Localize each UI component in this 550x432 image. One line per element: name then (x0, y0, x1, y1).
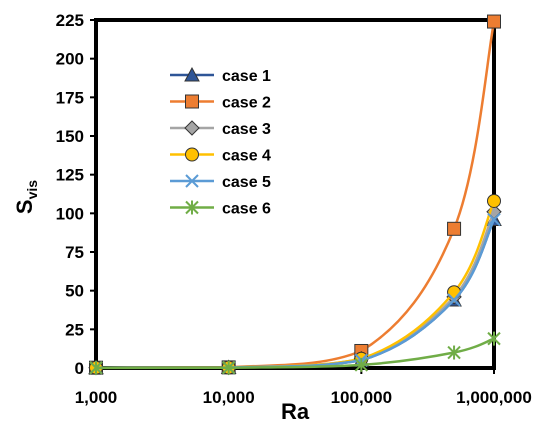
legend-marker (184, 66, 200, 82)
data-point (221, 360, 236, 375)
series-line (95, 218, 496, 369)
series-case-3 (88, 204, 502, 376)
legend-label: case 2 (222, 95, 271, 112)
series-case-1 (88, 211, 502, 375)
data-point (487, 14, 501, 29)
series-line (95, 337, 495, 370)
series-line (95, 218, 496, 369)
marker-stroke (185, 174, 199, 188)
y-tick-label: 175 (56, 88, 84, 107)
legend-marker (185, 94, 199, 109)
legend-label: case 6 (222, 201, 271, 218)
y-axis-title: Svis (12, 180, 40, 214)
marker-stroke (447, 293, 461, 307)
y-tick-label: 125 (56, 166, 84, 185)
series-line (95, 200, 496, 369)
legend-label: case 1 (222, 68, 271, 85)
series-case-5 (89, 212, 501, 375)
data-point (487, 193, 501, 208)
x-tick-label: 1,000,000 (456, 388, 532, 407)
data-point (354, 357, 369, 372)
legend: case 1 case 2 case 3 case 4 case 5 case 6 (170, 66, 271, 218)
marker-stroke (487, 212, 501, 227)
y-tick-label: 225 (56, 11, 84, 30)
y-tick-label: 100 (56, 204, 84, 223)
series-line (95, 211, 496, 369)
legend-marker (184, 120, 200, 136)
series-case-6 (89, 331, 501, 375)
y-tick-label: 25 (65, 320, 84, 339)
y-tick-label: 200 (56, 50, 84, 69)
legend-label: case 3 (222, 121, 271, 138)
data-point (487, 212, 501, 227)
data-point (447, 221, 462, 236)
legend-marker (185, 200, 199, 215)
y-tick-label: 75 (65, 243, 84, 262)
data-point (447, 345, 461, 360)
data-point (89, 360, 103, 375)
x-tick-label: 10,000 (203, 388, 255, 407)
y-tick-label: 50 (65, 282, 84, 301)
data-point (447, 293, 461, 307)
series-case-4 (89, 193, 501, 375)
y-tick-label: 150 (56, 127, 84, 146)
legend-marker (185, 147, 199, 162)
legend-label: case 5 (222, 174, 271, 191)
x-tick-label: 1,000 (75, 388, 118, 407)
y-tick-label: 0 (75, 359, 84, 378)
legend-marker (185, 174, 199, 188)
data-point (487, 331, 501, 346)
x-axis-title: Ra (281, 399, 310, 424)
series-case-2 (89, 14, 501, 375)
legend-label: case 4 (222, 148, 271, 165)
x-tick-label: 100,000 (331, 388, 392, 407)
